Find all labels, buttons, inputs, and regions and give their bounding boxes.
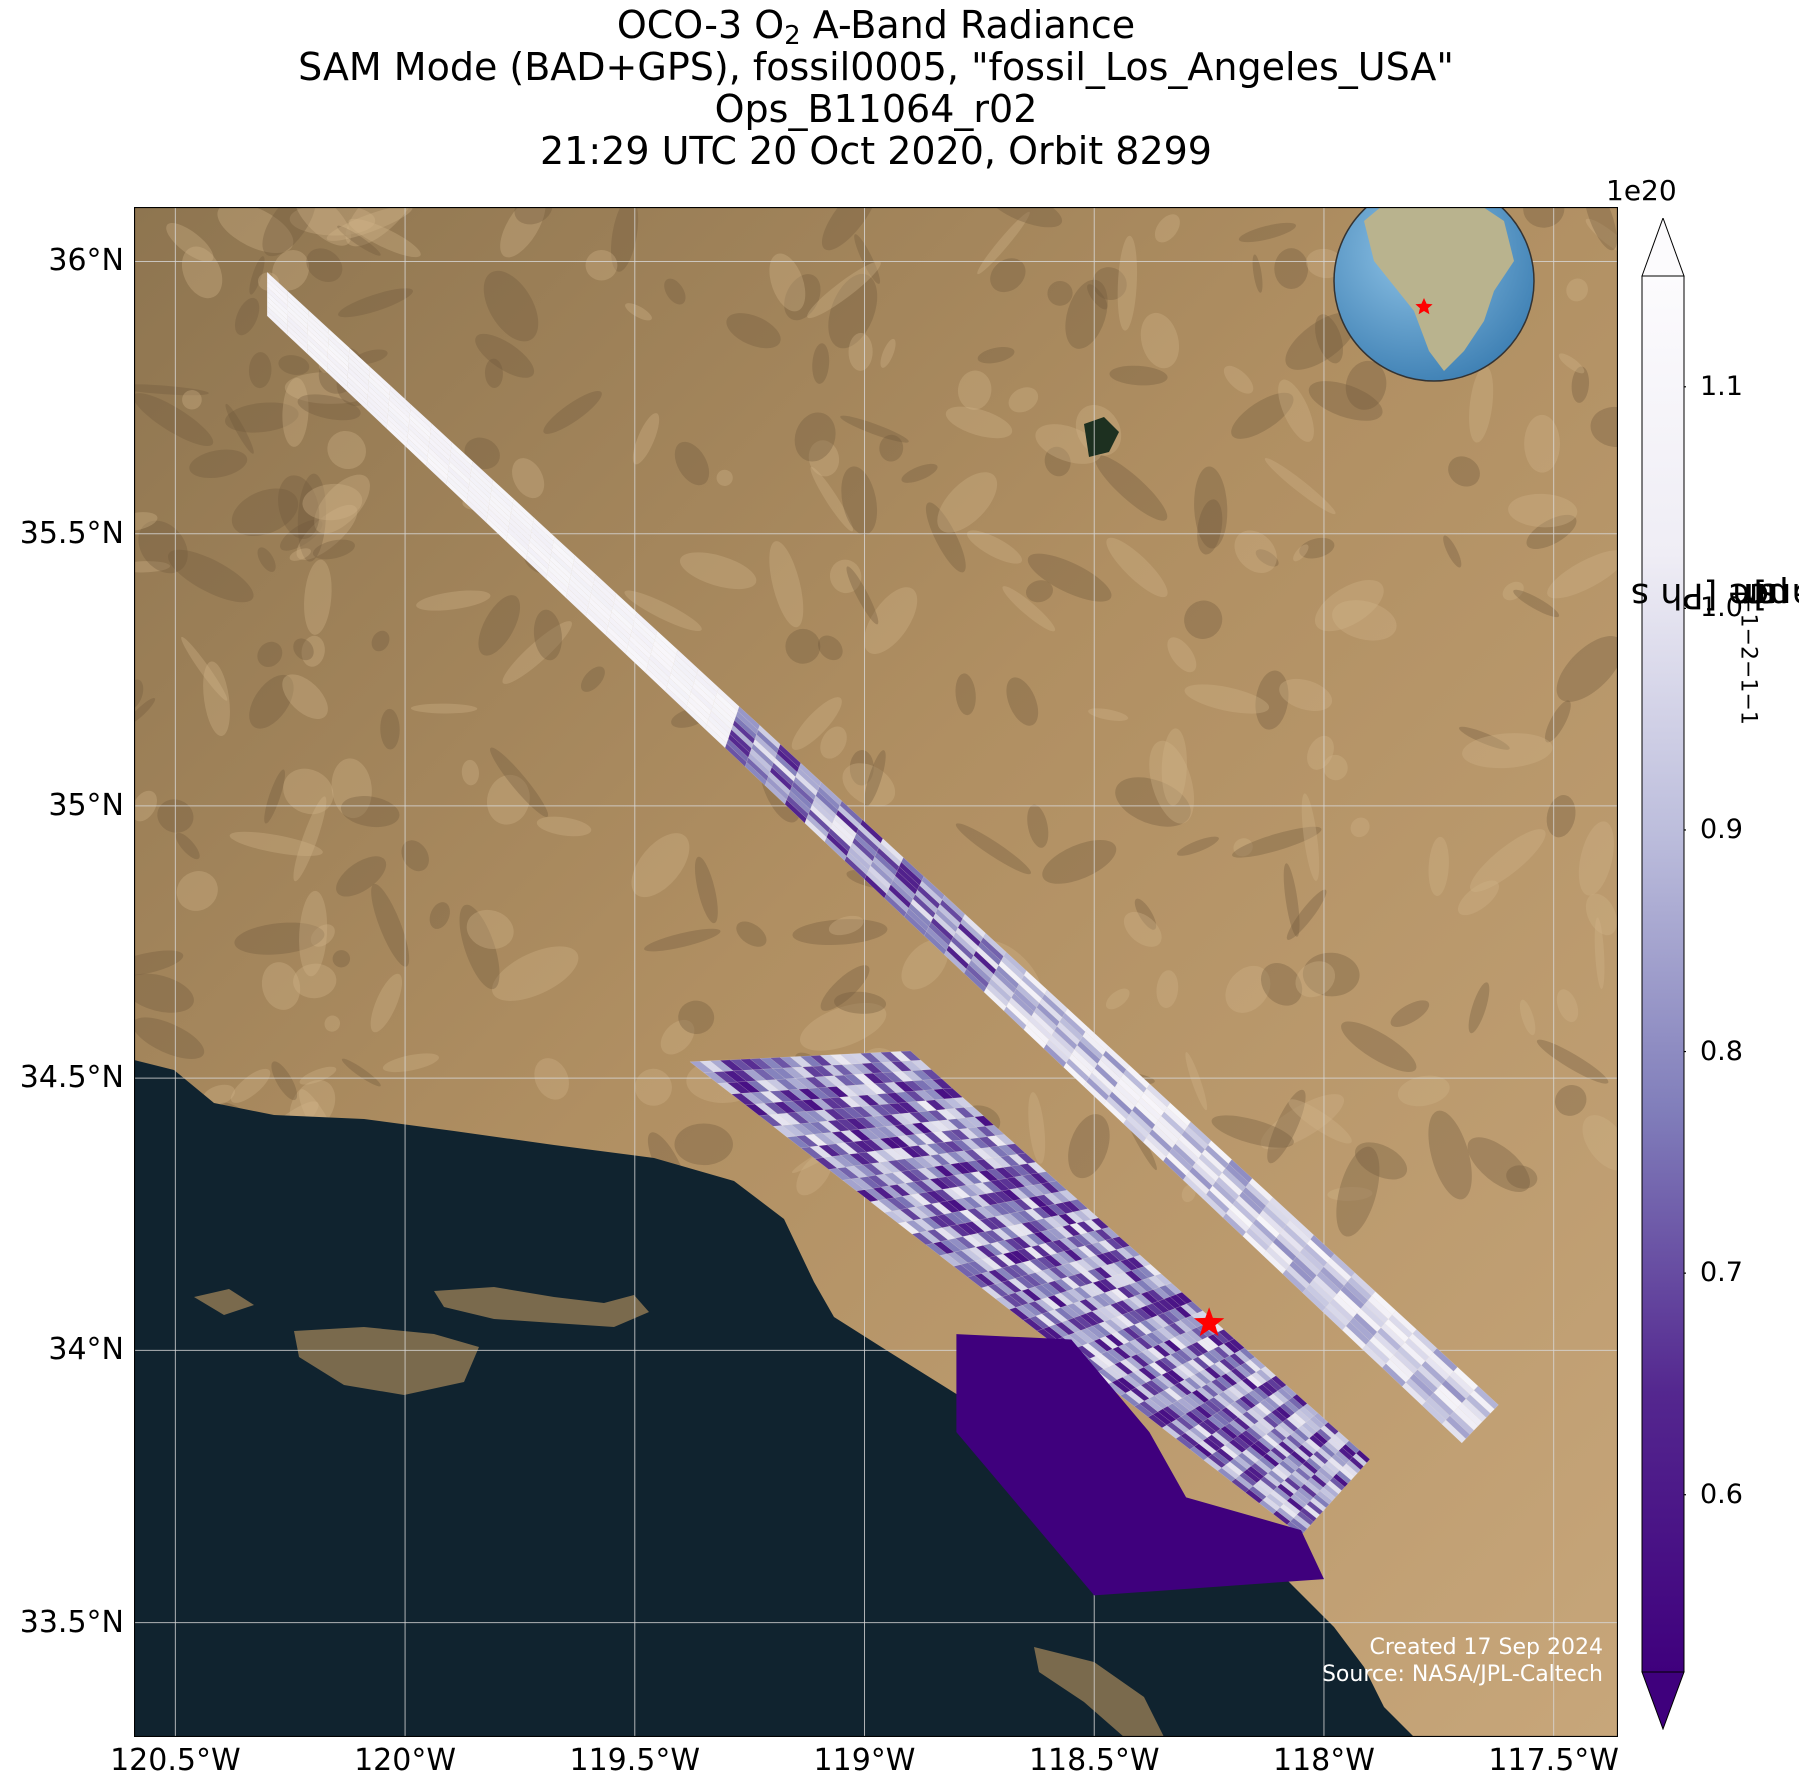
target-marker-layer (1193, 1307, 1225, 1337)
lat-tick-label: 33.5°N (19, 1604, 124, 1640)
colorbar-tick-label: 0.9 (1700, 813, 1743, 845)
basemap (134, 207, 1618, 1737)
colorbar-extend-top (1641, 216, 1685, 277)
island-santa-cruz (294, 1327, 479, 1395)
colorbar (1640, 216, 1692, 1731)
source-credit: Source: NASA/JPL-Caltech (1321, 1662, 1603, 1687)
island-santa-rosa (434, 1287, 649, 1327)
lake (1084, 417, 1119, 457)
lon-tick-label: 120°W (354, 1743, 457, 1778)
northern-swath (267, 271, 1499, 1444)
globe-inset (1333, 207, 1535, 382)
target-star-icon (1193, 1307, 1225, 1337)
colorbar-tick-label: 0.6 (1700, 1478, 1743, 1510)
lon-tick-label: 118.5°W (1028, 1743, 1160, 1778)
lon-tick-label: 117.5°W (1488, 1743, 1619, 1778)
map-frame (134, 207, 1618, 1737)
terrain-texture (134, 207, 1618, 1237)
created-date: Created 17 Sep 2024 (1369, 1635, 1604, 1660)
colorbar-tick-label: 0.7 (1700, 1257, 1743, 1289)
lon-tick-label: 119.5°W (569, 1743, 701, 1778)
globe-north-america (1364, 207, 1514, 371)
footprint (1355, 1449, 1371, 1464)
island-catalina (1034, 1647, 1164, 1737)
lon-tick-label: 118°W (1272, 1743, 1375, 1778)
lat-tick-label: 34.5°N (19, 1060, 124, 1096)
colorbar-tick-label: 1.1 (1700, 370, 1743, 402)
title-line-1: OCO-3 O2 A-Band Radiance (616, 3, 1136, 51)
lat-tick-label: 36°N (48, 243, 124, 279)
lon-tick-label: 120.5°W (110, 1743, 241, 1778)
title-line-3: Ops_B11064_r02 (714, 87, 1038, 131)
lat-tick-label: 35.5°N (19, 515, 124, 551)
lat-tick-label: 35°N (48, 787, 124, 823)
lat-tick-label: 34°N (48, 1332, 124, 1368)
lon-tick-label: 119°W (813, 1743, 916, 1778)
colorbar-extend-bottom (1641, 1671, 1685, 1731)
gridlines (134, 207, 1618, 1737)
radiance-footprints (267, 271, 1499, 1596)
footprint (1473, 1385, 1499, 1410)
colorbar-tick-label: 0.8 (1700, 1035, 1743, 1067)
colorbar-gradient (1641, 275, 1685, 1673)
globe-star-icon (1415, 298, 1433, 315)
ocean-footprints (956, 1334, 1324, 1596)
credits: Created 17 Sep 2024 Source: NASA/JPL-Cal… (1322, 1634, 1603, 1688)
colorbar-exponent: 1e20 (1606, 174, 1677, 207)
colorbar-tick-label: 1.0 (1700, 592, 1743, 624)
figure-title: OCO-3 O2 A-Band Radiance SAM Mode (BAD+G… (134, 4, 1618, 172)
map-panel[interactable] (134, 207, 1618, 1737)
title-line-4: 21:29 UTC 20 Oct 2020, Orbit 8299 (540, 129, 1212, 173)
island-anacapa (194, 1289, 254, 1315)
title-line-2: SAM Mode (BAD+GPS), fossil0005, "fossil_… (298, 45, 1454, 89)
southern-swath (689, 1050, 1371, 1536)
